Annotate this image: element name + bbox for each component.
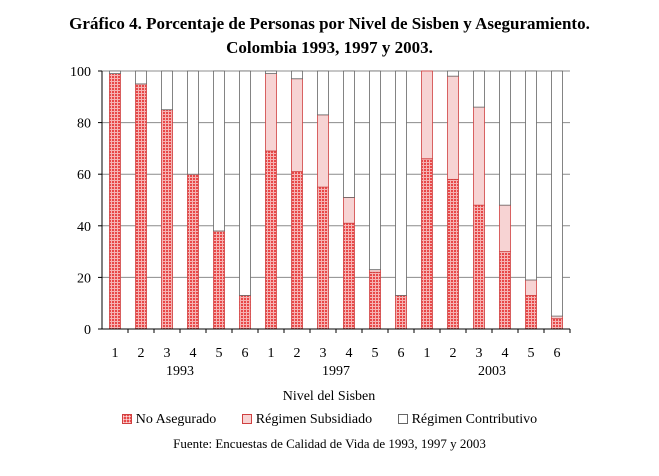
bar-contributivo-11 — [369, 70, 381, 271]
group-label-2003: 2003 — [478, 364, 506, 379]
bar-contributivo-15 — [473, 70, 485, 108]
bar-no-asegurado-1 — [109, 73, 121, 330]
chart-title-line1: Gráfico 4. Porcentaje de Personas por Ni… — [69, 14, 590, 33]
bar-no-asegurado-9 — [317, 186, 329, 330]
y-tick-label-20: 20 — [77, 271, 91, 286]
bar-no-asegurado-15 — [473, 204, 485, 330]
x-tick-label-14: 2 — [450, 346, 457, 361]
x-tick-label-13: 1 — [424, 346, 431, 361]
x-tick-label-7: 1 — [268, 346, 275, 361]
bar-contributivo-18 — [551, 70, 563, 317]
bar-contributivo-9 — [317, 70, 329, 116]
bar-contributivo-12 — [395, 70, 407, 296]
y-tick-label-100: 100 — [70, 65, 91, 80]
bar-no-asegurado-5 — [213, 230, 225, 330]
bar-no-asegurado-17 — [525, 295, 537, 330]
bar-contributivo-6 — [239, 70, 251, 296]
x-tick-label-17: 5 — [528, 346, 535, 361]
bar-no-asegurado-4 — [187, 173, 199, 330]
x-tick-label-6: 6 — [242, 346, 249, 361]
bar-contributivo-7 — [265, 70, 277, 74]
legend-item-contributivo: Régimen Contributivo — [397, 412, 538, 428]
legend-label-subsidiado: Régimen Subsidiado — [255, 412, 373, 427]
y-tick-label-0: 0 — [84, 323, 91, 338]
bar-subsidiado-16 — [499, 204, 511, 253]
bar-contributivo-8 — [291, 70, 303, 80]
bar-no-asegurado-2 — [135, 83, 147, 330]
source-note: Fuente: Encuestas de Calidad de Vida de … — [173, 436, 486, 451]
x-tick-label-15: 3 — [476, 346, 483, 361]
bar-subsidiado-14 — [447, 75, 459, 180]
legend-swatch-contributivo — [397, 414, 408, 424]
bar-no-asegurado-8 — [291, 171, 303, 330]
x-tick-label-3: 3 — [164, 346, 171, 361]
bar-no-asegurado-13 — [421, 158, 433, 330]
bar-no-asegurado-12 — [395, 295, 407, 330]
legend: No Asegurado Régimen Subsidiado Régimen … — [0, 412, 659, 428]
x-axis-label: Nivel del Sisben — [283, 389, 376, 404]
bar-no-asegurado-14 — [447, 178, 459, 330]
legend-swatch-no-asegurado — [121, 414, 132, 424]
x-tick-label-10: 4 — [346, 346, 353, 361]
x-tick-label-9: 3 — [320, 346, 327, 361]
legend-label-no-asegurado: No Asegurado — [135, 412, 217, 427]
x-tick-label-12: 6 — [398, 346, 405, 361]
bar-subsidiado-15 — [473, 106, 485, 206]
axes: 0 20 40 60 80 100 1 2 3 4 5 6 1 2 3 4 5 6 1 2 3 4 5 6 1993 1997 20… — [70, 65, 571, 379]
x-tick-label-4: 4 — [190, 346, 197, 361]
bar-contributivo-3 — [161, 70, 173, 111]
y-tick-label-60: 60 — [77, 168, 91, 183]
bar-contributivo-14 — [447, 70, 459, 77]
bar-subsidiado-7 — [265, 73, 277, 152]
bar-no-asegurado-7 — [265, 150, 277, 330]
legend-label-contributivo: Régimen Contributivo — [411, 412, 538, 427]
bar-contributivo-16 — [499, 70, 511, 206]
legend-swatch-subsidiado — [241, 414, 252, 424]
bar-no-asegurado-16 — [499, 251, 511, 330]
legend-item-subsidiado: Régimen Subsidiado — [241, 412, 373, 428]
bar-no-asegurado-3 — [161, 109, 173, 330]
x-tick-label-18: 6 — [554, 346, 561, 361]
x-tick-label-11: 5 — [372, 346, 379, 361]
bar-subsidiado-17 — [525, 279, 537, 296]
bar-contributivo-5 — [213, 70, 225, 232]
bar-subsidiado-13 — [421, 70, 433, 160]
bar-no-asegurado-11 — [369, 271, 381, 330]
bars — [109, 70, 563, 330]
bar-subsidiado-8 — [291, 78, 303, 173]
x-tick-label-5: 5 — [216, 346, 223, 361]
x-tick-label-16: 4 — [502, 346, 509, 361]
bar-no-asegurado-10 — [343, 222, 355, 330]
bar-no-asegurado-6 — [239, 295, 251, 330]
bar-contributivo-17 — [525, 70, 537, 281]
bar-contributivo-2 — [135, 70, 147, 85]
bar-no-asegurado-18 — [551, 318, 563, 330]
x-tick-label-1: 1 — [112, 346, 119, 361]
group-label-1993: 1993 — [166, 364, 194, 379]
y-tick-label-80: 80 — [77, 117, 91, 132]
x-tick-label-8: 2 — [294, 346, 301, 361]
bar-subsidiado-9 — [317, 114, 329, 188]
chart-title-line2: Colombia 1993, 1997 y 2003. — [226, 38, 433, 57]
y-tick-label-40: 40 — [77, 220, 91, 235]
legend-item-no-asegurado: No Asegurado — [121, 412, 217, 428]
bar-contributivo-4 — [187, 70, 199, 175]
bar-contributivo-10 — [343, 70, 355, 198]
bar-subsidiado-10 — [343, 197, 355, 224]
bar-contributivo-1 — [109, 70, 121, 74]
x-tick-label-2: 2 — [138, 346, 145, 361]
group-label-1997: 1997 — [322, 364, 350, 379]
